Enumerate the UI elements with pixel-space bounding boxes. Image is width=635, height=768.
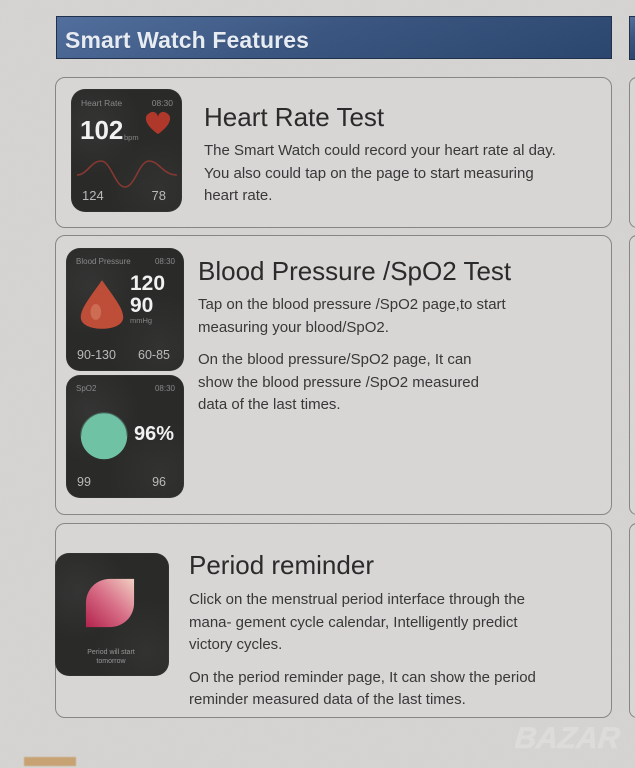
- svg-text:BAZAR: BAZAR: [515, 722, 622, 755]
